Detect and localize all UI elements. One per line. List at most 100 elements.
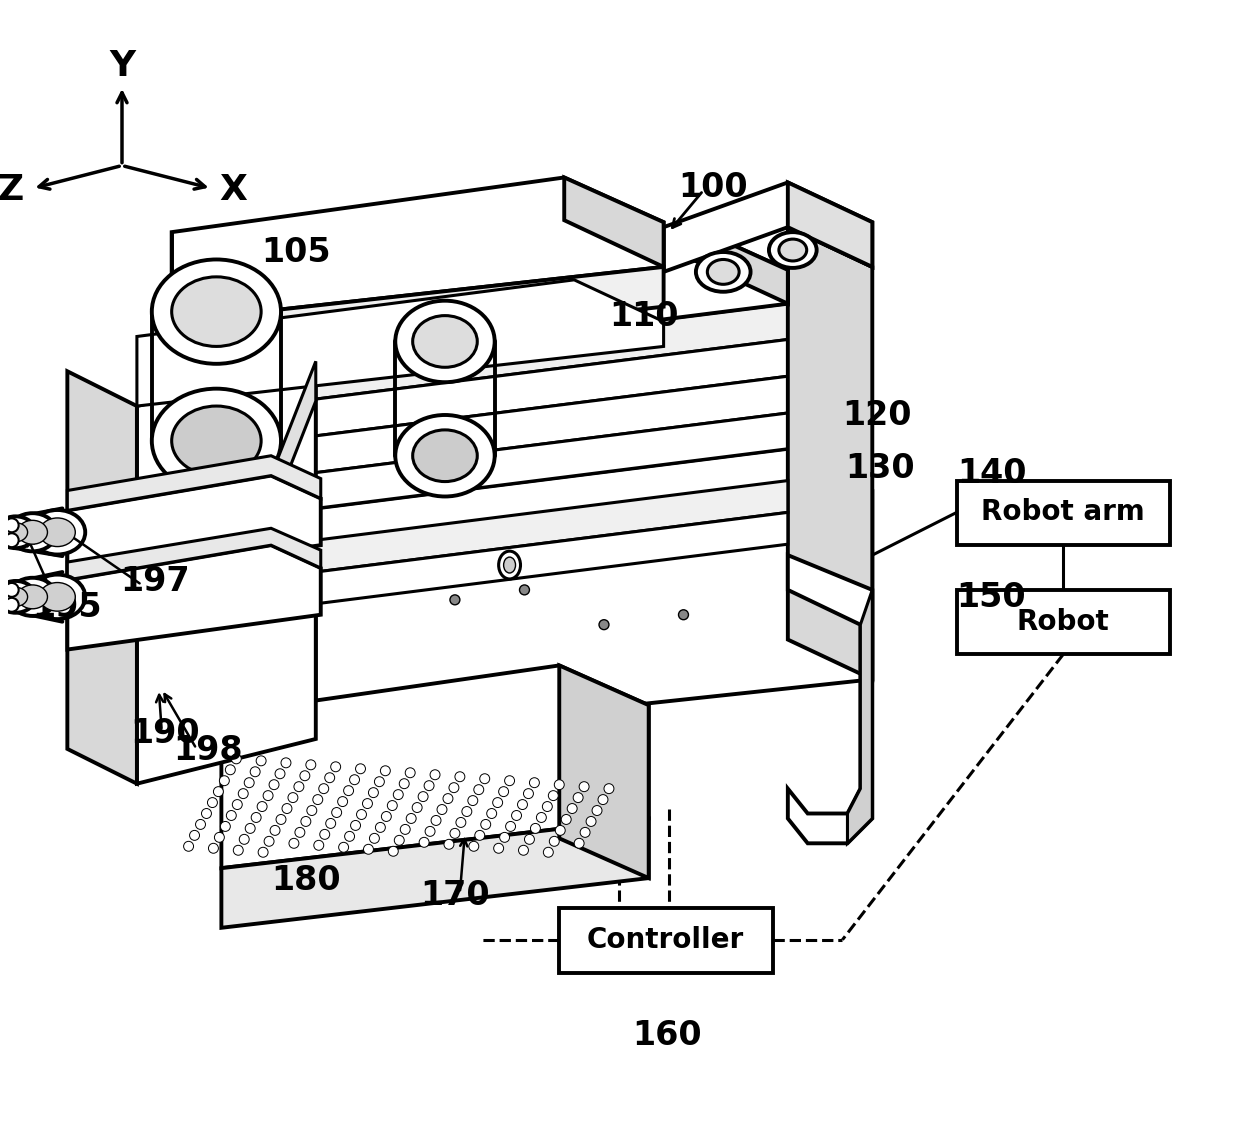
Circle shape — [289, 838, 299, 849]
Circle shape — [190, 830, 200, 841]
Circle shape — [591, 805, 601, 816]
Text: 150: 150 — [957, 582, 1027, 615]
Text: 195: 195 — [32, 592, 102, 624]
Circle shape — [498, 787, 508, 797]
Circle shape — [528, 253, 541, 265]
Circle shape — [500, 833, 510, 842]
Ellipse shape — [151, 389, 281, 493]
Circle shape — [362, 798, 372, 809]
Circle shape — [494, 843, 503, 853]
Polygon shape — [136, 361, 316, 783]
Circle shape — [339, 842, 348, 852]
Circle shape — [219, 775, 229, 786]
Ellipse shape — [151, 259, 281, 364]
Polygon shape — [171, 178, 663, 321]
Circle shape — [388, 846, 398, 856]
Circle shape — [258, 848, 268, 857]
Circle shape — [567, 804, 577, 813]
Circle shape — [215, 833, 224, 842]
Circle shape — [517, 799, 527, 810]
Circle shape — [475, 830, 485, 841]
Text: 197: 197 — [120, 565, 190, 599]
Ellipse shape — [30, 575, 86, 619]
Ellipse shape — [779, 239, 807, 262]
Circle shape — [487, 809, 497, 819]
Polygon shape — [67, 455, 321, 510]
Circle shape — [469, 841, 479, 851]
Circle shape — [531, 824, 541, 834]
Circle shape — [301, 817, 311, 827]
Circle shape — [5, 598, 19, 611]
Circle shape — [257, 802, 267, 812]
Polygon shape — [564, 178, 663, 267]
Ellipse shape — [4, 587, 27, 607]
Circle shape — [405, 767, 415, 778]
Text: 160: 160 — [631, 1019, 702, 1052]
Circle shape — [269, 780, 279, 789]
Circle shape — [604, 783, 614, 794]
Circle shape — [319, 783, 329, 794]
Polygon shape — [67, 476, 321, 580]
Circle shape — [275, 768, 285, 779]
Circle shape — [213, 787, 223, 797]
Ellipse shape — [30, 510, 86, 554]
Circle shape — [288, 793, 298, 803]
Circle shape — [574, 838, 584, 849]
Polygon shape — [316, 513, 787, 603]
Text: 120: 120 — [842, 399, 913, 432]
Circle shape — [232, 799, 242, 810]
Polygon shape — [787, 227, 872, 679]
Circle shape — [525, 834, 534, 844]
Polygon shape — [847, 590, 872, 843]
Circle shape — [326, 819, 336, 828]
Ellipse shape — [396, 415, 495, 497]
Circle shape — [598, 795, 608, 804]
Ellipse shape — [413, 315, 477, 367]
Ellipse shape — [0, 580, 36, 612]
Polygon shape — [67, 545, 321, 649]
Circle shape — [399, 779, 409, 789]
Circle shape — [548, 790, 558, 801]
Text: 110: 110 — [609, 301, 678, 333]
Circle shape — [264, 836, 274, 846]
Circle shape — [467, 796, 477, 805]
Circle shape — [306, 759, 316, 770]
Circle shape — [300, 771, 310, 781]
Circle shape — [506, 821, 516, 832]
Circle shape — [325, 773, 335, 782]
Circle shape — [376, 822, 386, 833]
Circle shape — [295, 827, 305, 837]
Circle shape — [529, 778, 539, 788]
Polygon shape — [67, 529, 321, 580]
Circle shape — [387, 801, 397, 811]
Circle shape — [407, 813, 417, 824]
Ellipse shape — [396, 301, 495, 382]
Polygon shape — [222, 665, 649, 868]
Polygon shape — [272, 361, 316, 515]
Circle shape — [412, 803, 422, 812]
Circle shape — [250, 767, 260, 777]
Text: 180: 180 — [272, 864, 341, 897]
Circle shape — [443, 794, 453, 804]
Polygon shape — [67, 372, 136, 783]
Circle shape — [306, 805, 316, 816]
Text: 105: 105 — [262, 235, 331, 268]
Circle shape — [202, 809, 212, 819]
Circle shape — [345, 832, 355, 841]
Text: 190: 190 — [130, 718, 200, 750]
Circle shape — [537, 812, 547, 822]
Circle shape — [226, 765, 236, 774]
Circle shape — [350, 774, 360, 785]
Polygon shape — [222, 819, 649, 928]
Circle shape — [257, 756, 267, 766]
Circle shape — [277, 814, 286, 825]
Ellipse shape — [413, 430, 477, 482]
Circle shape — [436, 804, 446, 814]
Circle shape — [430, 770, 440, 780]
Ellipse shape — [17, 521, 47, 544]
Circle shape — [505, 775, 515, 786]
Polygon shape — [316, 340, 787, 436]
Circle shape — [244, 778, 254, 788]
Ellipse shape — [498, 552, 521, 579]
Circle shape — [678, 610, 688, 619]
